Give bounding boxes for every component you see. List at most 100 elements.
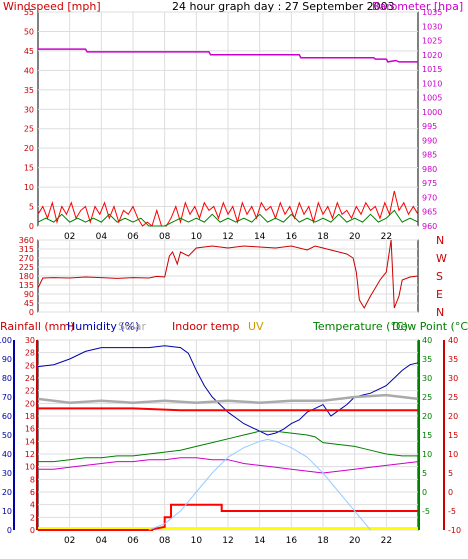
rain-tick-label: 6 [30, 488, 35, 497]
series-solar [37, 393, 419, 404]
rain-tick-label: 24 [25, 374, 35, 383]
legend-indoor: Indoor temp [172, 320, 239, 333]
temp-tick-label: 40 [422, 336, 432, 345]
dew-tick-label: 25 [448, 393, 458, 402]
barometer-tick-label: 970 [422, 193, 437, 202]
direction-tick-label: 0 [29, 308, 34, 317]
rain-tick-label: 0 [30, 526, 35, 535]
data-series [37, 48, 419, 531]
humidity-tick-label: 40 [2, 450, 12, 459]
barometer-tick-label: 960 [422, 222, 437, 231]
chart1-right-label: Barometer [hpa] [372, 0, 463, 13]
wind-tick-label: 0 [29, 222, 34, 231]
compass-label: N [436, 234, 444, 247]
compass-label: N [436, 306, 444, 319]
series-rain [38, 503, 418, 531]
series-temperature [38, 430, 418, 463]
temp-tick-label: -5 [422, 507, 430, 516]
x-tick-label: 08 [159, 536, 171, 546]
humidity-tick-label: 20 [2, 488, 12, 497]
barometer-tick-label: 1010 [422, 79, 442, 88]
series-wind [37, 190, 419, 227]
series-direction [37, 239, 419, 310]
legend-uv: UV [248, 320, 264, 333]
legend-temperature: Temperature (°C) [312, 320, 408, 333]
dew-tick-label: 40 [448, 336, 458, 345]
rain-tick-label: 12 [25, 450, 35, 459]
barometer-tick-label: 985 [422, 151, 437, 160]
dew-tick-label: 20 [448, 412, 458, 421]
direction-tick-label: 90 [24, 290, 34, 299]
x-tick-label: 08 [159, 232, 171, 242]
temp-tick-label: 15 [422, 431, 432, 440]
dew-tick-label: 0 [448, 488, 453, 497]
dew-tick-label: 35 [448, 355, 458, 364]
compass-label: W [436, 252, 447, 265]
direction-tick-label: 225 [19, 263, 34, 272]
dew-tick-label: -5 [448, 507, 456, 516]
rain-tick-label: 14 [25, 437, 35, 446]
humidity-tick-label: 80 [2, 374, 12, 383]
direction-tick-label: 360 [19, 236, 34, 245]
x-tick-label: 18 [317, 232, 329, 242]
rain-tick-label: 28 [25, 349, 35, 358]
rain-tick-label: 26 [25, 361, 35, 370]
compass-label: S [436, 270, 443, 283]
humidity-tick-label: 70 [2, 393, 12, 402]
humidity-tick-label: 10 [2, 507, 12, 516]
barometer-tick-label: 1000 [422, 108, 442, 117]
barometer-tick-label: 1020 [422, 51, 442, 60]
rain-tick-label: 16 [25, 425, 35, 434]
series-solar_curve [148, 438, 371, 531]
barometer-tick-label: 1025 [422, 37, 442, 46]
dew-tick-label: 5 [448, 469, 453, 478]
temp-tick-label: 30 [422, 374, 432, 383]
rain-tick-label: 22 [25, 387, 35, 396]
wind-tick-label: 5 [29, 203, 34, 212]
series-indoor [38, 407, 418, 412]
temp-tick-label: 35 [422, 355, 432, 364]
humidity-tick-label: 0 [7, 526, 12, 535]
humidity-tick-label: 50 [2, 431, 12, 440]
legend-rain: Rainfall (mm) [0, 320, 74, 333]
temp-tick-label: 5 [422, 469, 427, 478]
temp-tick-label: 10 [422, 450, 432, 459]
barometer-tick-label: 975 [422, 179, 437, 188]
wind-tick-label: 40 [24, 66, 34, 75]
direction-tick-label: 180 [19, 272, 34, 281]
x-tick-label: 22 [381, 232, 392, 242]
rain-tick-label: 18 [25, 412, 35, 421]
x-tick-label: 06 [127, 536, 139, 546]
chart1-left-label: Windspeed [mph] [3, 0, 101, 13]
series-dew_point [38, 457, 419, 474]
humidity-tick-label: 30 [2, 469, 12, 478]
legend-humidity: Humidity (%) [67, 320, 139, 333]
barometer-tick-label: 1030 [422, 22, 442, 31]
x-tick-label: 12 [222, 232, 233, 242]
x-tick-label: 10 [191, 536, 203, 546]
humidity-tick-label: 100 [0, 336, 12, 345]
x-tick-label: 04 [96, 232, 108, 242]
direction-tick-label: 270 [19, 254, 34, 263]
x-tick-label: 06 [127, 232, 139, 242]
wind-tick-label: 45 [24, 47, 34, 56]
rain-tick-label: 30 [25, 336, 35, 345]
barometer-tick-label: 965 [422, 208, 437, 217]
rain-tick-label: 8 [30, 475, 35, 484]
x-tick-label: 18 [317, 536, 329, 546]
x-tick-label: 20 [349, 536, 361, 546]
rain-tick-label: 2 [30, 513, 35, 522]
wind-tick-label: 50 [24, 27, 34, 36]
temp-tick-label: 0 [422, 488, 427, 497]
rain-tick-label: 4 [30, 501, 35, 510]
compass-label: E [436, 288, 443, 301]
grid-lines [38, 11, 418, 531]
direction-tick-label: 315 [19, 245, 34, 254]
wind-tick-label: 15 [24, 164, 34, 173]
series-gust_green [37, 209, 419, 227]
x-tick-label: 14 [254, 232, 266, 242]
barometer-tick-label: 1035 [422, 8, 442, 17]
x-tick-label: 02 [64, 536, 75, 546]
